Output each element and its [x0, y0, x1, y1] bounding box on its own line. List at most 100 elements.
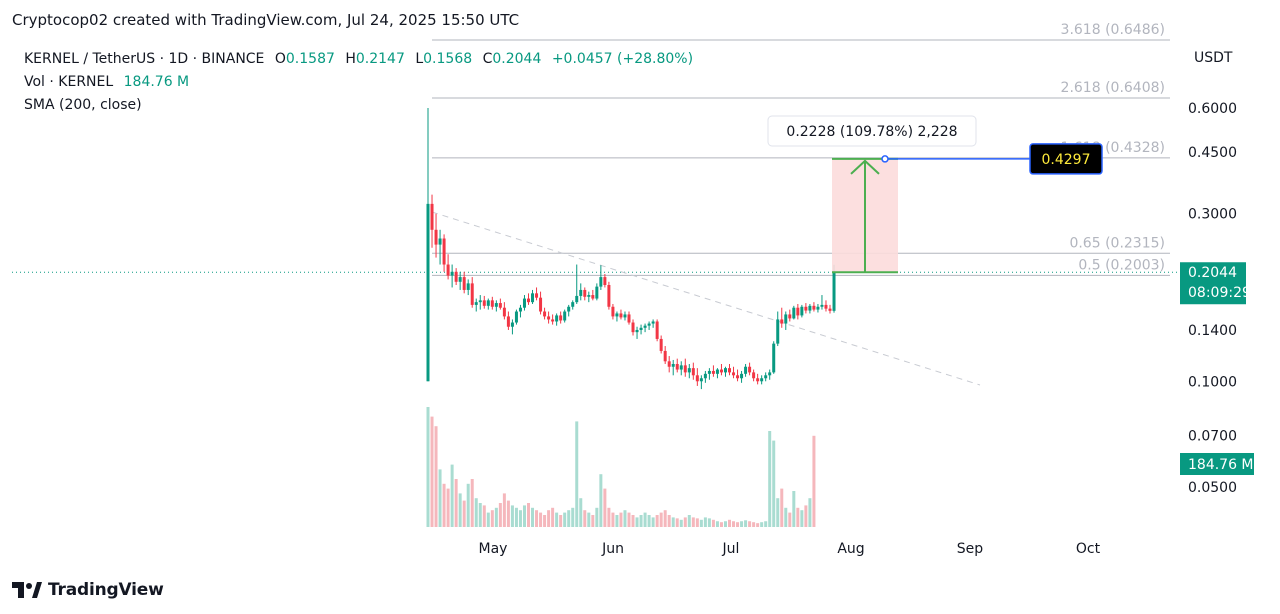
candle-body	[498, 303, 502, 308]
candle-body	[800, 306, 804, 316]
volume-bar	[430, 416, 434, 527]
candle-body	[591, 295, 595, 299]
candle-body	[772, 343, 776, 373]
volume-bar	[539, 512, 543, 527]
volume-bar	[639, 515, 643, 527]
symbol-label[interactable]: KERNEL / TetherUS · 1D · BINANCE	[24, 51, 265, 67]
volume-bar	[792, 491, 796, 527]
candle-body	[587, 295, 591, 297]
volume-bar	[587, 512, 591, 527]
time-tick: Sep	[957, 541, 984, 557]
volume-bar	[800, 510, 804, 527]
volume-bar	[478, 503, 482, 527]
target-badge-label: 0.4297	[1042, 152, 1091, 168]
volume-bar	[736, 522, 740, 527]
candle-body	[812, 305, 816, 310]
candle-body	[607, 284, 611, 307]
candle-body	[494, 303, 498, 307]
volume-bar	[518, 510, 522, 527]
candle-body	[518, 307, 522, 312]
volume-bar	[527, 503, 530, 527]
candle-body	[756, 378, 760, 382]
candle-body	[623, 314, 627, 318]
volume-bar	[651, 517, 655, 527]
volume-bar	[671, 517, 675, 527]
volume-bar	[723, 521, 727, 527]
volume-bar	[426, 407, 430, 527]
candle-body	[764, 375, 768, 379]
candle-body	[744, 366, 748, 374]
candle-body	[486, 300, 490, 306]
candle-body	[655, 321, 659, 339]
volume-bar	[502, 493, 506, 527]
price-tick: 0.4500	[1188, 145, 1237, 161]
candle-body	[736, 375, 740, 379]
candle-body	[458, 277, 462, 282]
price-tick: 0.3000	[1188, 207, 1237, 223]
fib-label: 0.5 (0.2003)	[1078, 257, 1165, 273]
footer-brand: TradingView	[48, 580, 164, 600]
candle-body	[804, 306, 808, 311]
candle-body	[715, 369, 719, 374]
candle-body	[462, 277, 466, 290]
volume-bar	[627, 512, 631, 527]
price-tick: 0.0700	[1188, 429, 1237, 445]
volume-bar	[764, 521, 768, 527]
time-tick: May	[479, 541, 508, 557]
candle-body	[635, 329, 639, 333]
ohlc-row: KERNEL / TetherUS · 1D · BINANCE O0.1587…	[24, 48, 693, 71]
candle-body	[539, 297, 543, 312]
candle-body	[832, 272, 836, 311]
candle-body	[450, 271, 454, 276]
candle-body	[627, 314, 631, 323]
volume-bar	[796, 507, 800, 527]
volume-bar	[599, 474, 603, 527]
candle-body	[531, 293, 535, 303]
high-key: H	[345, 51, 356, 67]
candle-body	[482, 300, 486, 306]
volume-value: 184.76 M	[123, 74, 190, 90]
tradingview-footer[interactable]: TradingView	[12, 580, 164, 600]
price-axis-unit[interactable]: USDT	[1194, 50, 1233, 66]
candle-body	[611, 306, 615, 317]
volume-bar	[462, 500, 466, 527]
candle-body	[643, 325, 647, 328]
target-handle	[881, 155, 889, 163]
volume-bar	[591, 515, 595, 527]
candle-body	[438, 238, 442, 245]
price-tick: 0.1400	[1188, 323, 1237, 339]
volume-bar	[438, 469, 442, 527]
volume-bar	[756, 523, 760, 527]
volume-bar	[675, 518, 679, 527]
volume-label[interactable]: Vol · KERNEL	[24, 74, 114, 90]
candle-body	[514, 311, 518, 323]
volume-bar	[498, 503, 502, 527]
trendline	[431, 211, 981, 386]
volume-bar	[623, 510, 627, 527]
candle-body	[619, 313, 623, 318]
volume-bar	[607, 507, 611, 527]
sma-label[interactable]: SMA (200, close)	[24, 97, 142, 113]
volume-bar	[780, 488, 784, 527]
measure-tool: 0.2228 (109.78%) 2,228	[767, 115, 1030, 274]
volume-bar	[772, 440, 776, 527]
candle-body	[563, 311, 567, 321]
volume-bar	[732, 521, 736, 527]
close-key: C	[482, 51, 493, 67]
volume-bar	[659, 512, 663, 527]
volume-bar	[522, 505, 526, 527]
volume-bar	[804, 505, 808, 527]
volume-badge	[1180, 453, 1254, 475]
candle-body	[603, 277, 607, 285]
candle-body	[707, 370, 711, 374]
candle-body	[816, 306, 820, 310]
candle-body	[663, 350, 667, 362]
volume-bar	[768, 431, 772, 527]
fib-label: 0.65 (0.2315)	[1069, 235, 1165, 251]
volume-bar	[454, 479, 458, 527]
candle-body	[631, 322, 635, 333]
candle-body	[740, 373, 744, 379]
candle-body	[808, 305, 812, 311]
countdown-label: 08:09:29	[1188, 285, 1251, 301]
